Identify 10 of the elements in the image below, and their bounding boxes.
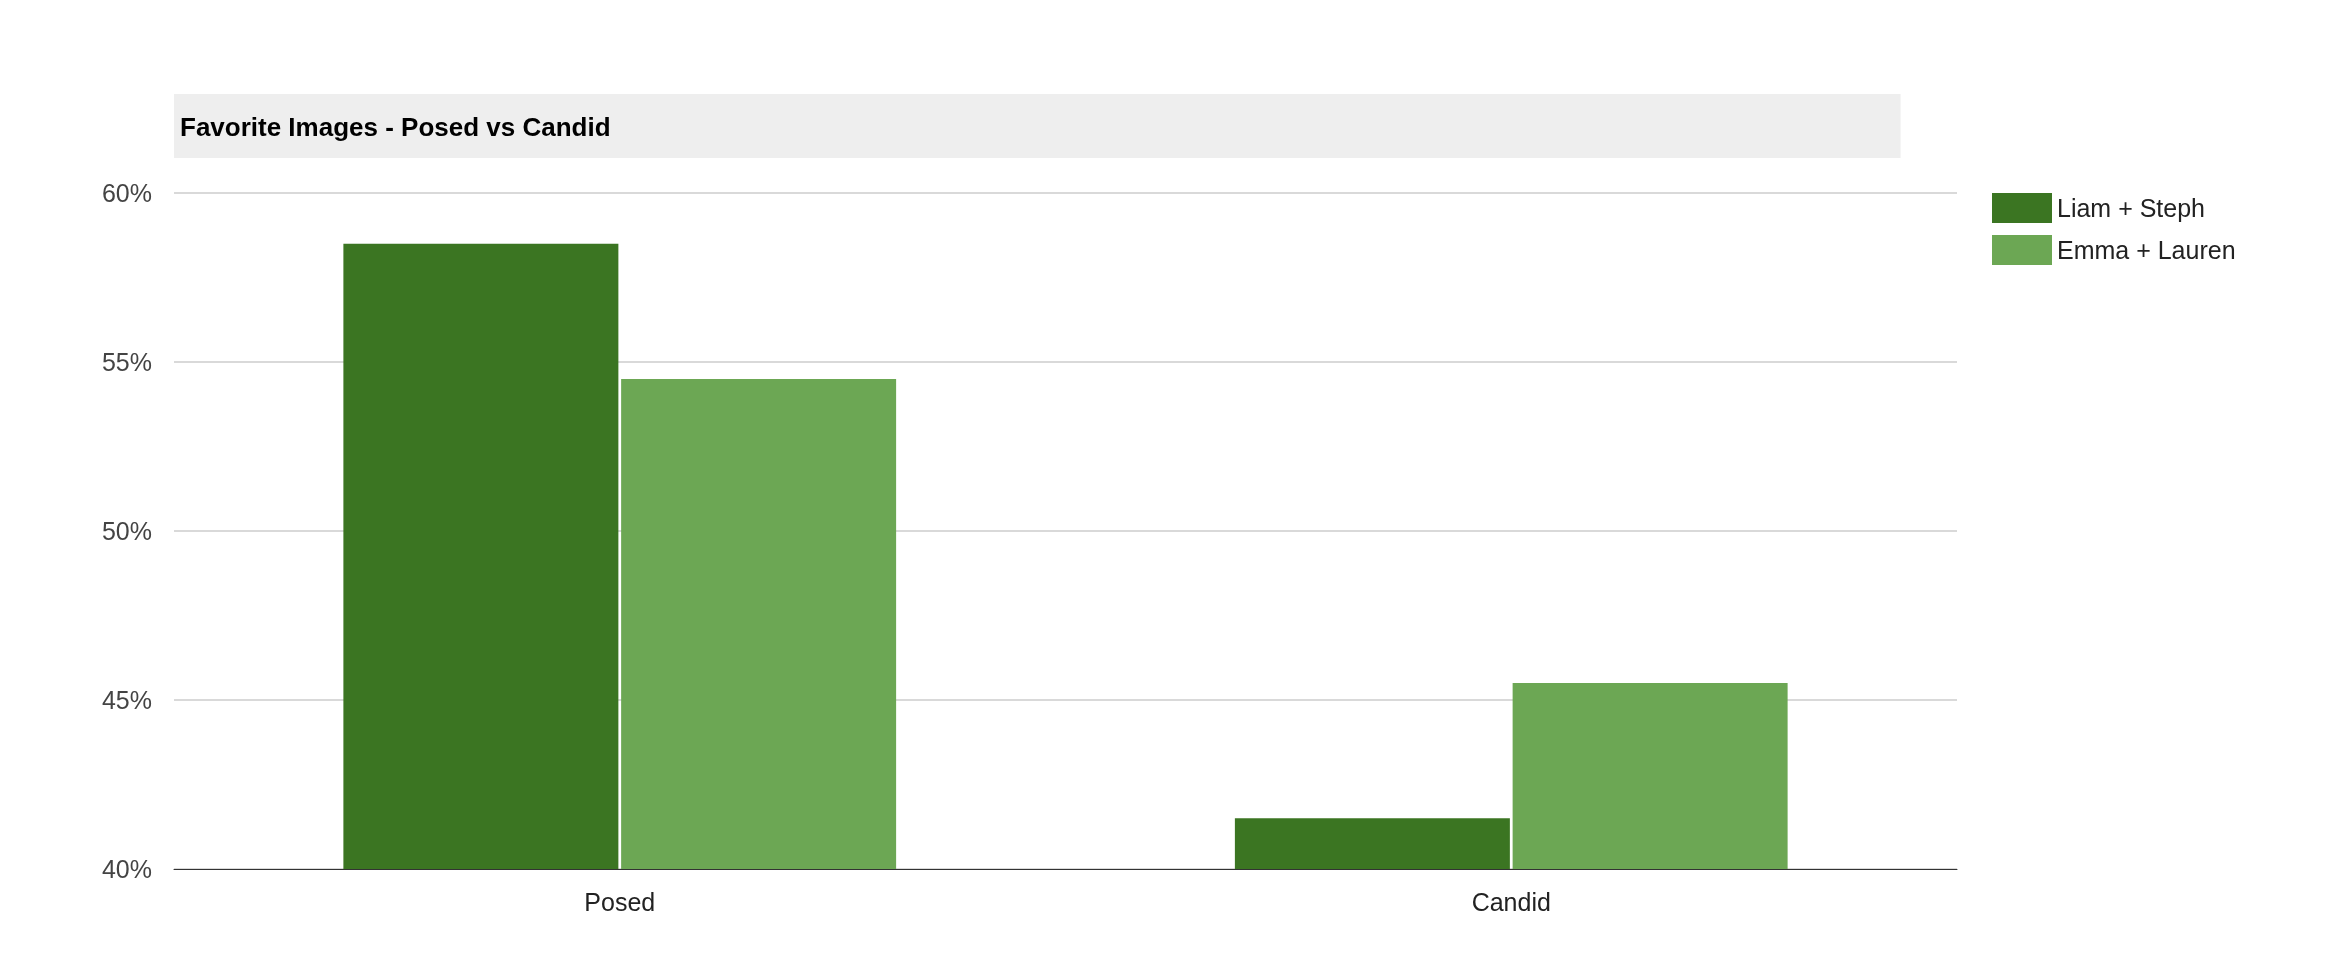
legend-label: Liam + Steph [2057, 194, 2206, 222]
y-tick-label: 55% [101, 348, 152, 376]
y-tick-label: 60% [101, 179, 152, 207]
x-tick-label: Candid [1471, 887, 1551, 916]
chart-title: Favorite Images - Posed vs Candid [180, 112, 611, 142]
x-tick-label: Posed [584, 887, 656, 916]
legend-label: Emma + Lauren [2057, 236, 2236, 264]
y-tick-label: 40% [101, 855, 152, 883]
y-tick-label: 50% [101, 517, 152, 545]
y-tick-label: 45% [101, 686, 152, 714]
